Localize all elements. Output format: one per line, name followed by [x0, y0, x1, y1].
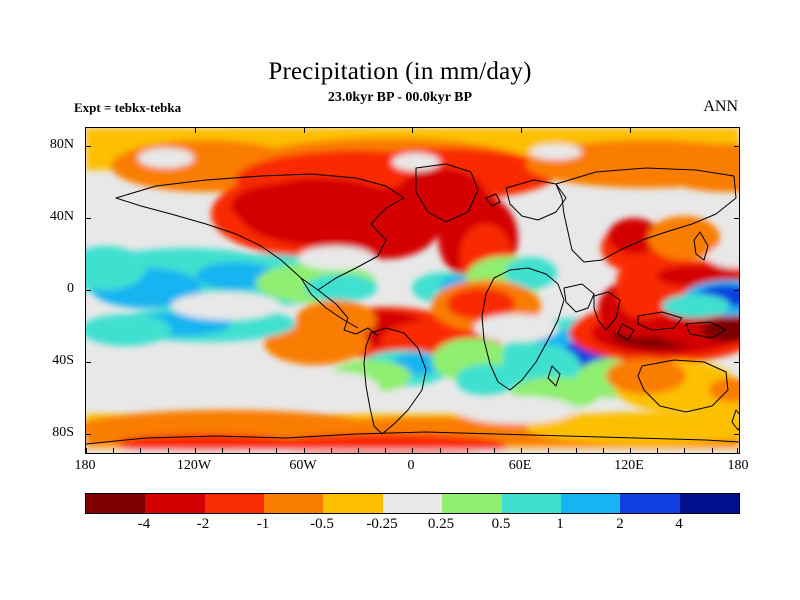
x-tick-top	[630, 128, 631, 133]
colorbar-label-9: 4	[675, 516, 683, 532]
x-axis-label-180w: 180	[74, 458, 96, 473]
x-tick	[440, 448, 441, 453]
colorbar-band-10	[679, 494, 739, 513]
y-axis-label-80n: 80N	[49, 137, 74, 152]
x-tick-top	[195, 128, 196, 133]
x-tick	[684, 448, 685, 453]
experiment-label: Expt = tebkx-tebka	[74, 100, 182, 115]
x-axis-label-120e: 120E	[614, 458, 644, 473]
colorbar-label-6: 0.5	[491, 516, 511, 532]
colorbar-band-3	[264, 494, 324, 513]
colorbar	[85, 493, 740, 514]
x-tick	[576, 448, 577, 453]
figure-subtitle: 23.0kyr BP - 00.0kyr BP	[327, 90, 473, 105]
colorbar-band-2	[204, 494, 265, 513]
x-tick	[603, 448, 604, 453]
x-tick	[412, 448, 413, 453]
x-tick	[195, 448, 196, 453]
x-tick	[331, 448, 332, 453]
figure-title: Precipitation (in mm/day)	[268, 58, 532, 85]
colorbar-label-0: -4	[137, 516, 151, 532]
x-tick	[548, 448, 549, 453]
colorbar-band-5	[382, 494, 443, 513]
colorbar-label-4: -0.25	[366, 516, 398, 532]
y-tick	[86, 146, 91, 147]
y-tick	[86, 434, 91, 435]
x-tick-top	[304, 128, 305, 133]
colorbar-band-7	[501, 494, 561, 513]
x-axis-label-60w: 60W	[289, 458, 317, 473]
x-tick	[521, 448, 522, 453]
x-tick	[467, 448, 468, 453]
y-tick-right	[734, 218, 739, 219]
map-plot-area	[85, 127, 740, 454]
x-tick	[168, 448, 169, 453]
y-axis-label-0: 0	[67, 281, 74, 296]
anomaly-contour-field	[86, 128, 739, 453]
x-tick	[358, 448, 359, 453]
x-tick	[657, 448, 658, 453]
x-tick	[304, 448, 305, 453]
x-axis-label-120w: 120W	[176, 458, 212, 473]
y-axis-label-80s: 80S	[52, 425, 74, 440]
y-tick-right	[734, 290, 739, 291]
x-tick	[86, 448, 87, 453]
y-tick-right	[734, 146, 739, 147]
precipitation-anomaly-map	[86, 128, 739, 453]
y-tick	[86, 218, 91, 219]
x-tick	[385, 448, 386, 453]
x-tick	[630, 448, 631, 453]
x-tick	[249, 448, 250, 453]
colorbar-label-8: 2	[616, 516, 624, 532]
y-axis-label-40n: 40N	[49, 209, 74, 224]
colorbar-label-5: 0.25	[427, 516, 455, 532]
colorbar-label-1: -2	[196, 516, 210, 532]
x-tick	[276, 448, 277, 453]
colorbar-band-0	[86, 494, 146, 513]
x-tick	[737, 448, 738, 453]
x-tick-top	[521, 128, 522, 133]
colorbar-band-9	[620, 494, 680, 513]
y-tick	[86, 362, 91, 363]
x-axis-label-180e: 180	[727, 458, 749, 473]
season-label: ANN	[703, 98, 738, 115]
colorbar-label-3: -0.5	[310, 516, 334, 532]
y-tick	[86, 290, 91, 291]
colorbar-label-2: -1	[256, 516, 270, 532]
y-axis-label-40s: 40S	[52, 353, 74, 368]
x-tick	[222, 448, 223, 453]
x-tick	[113, 448, 114, 453]
x-tick	[494, 448, 495, 453]
y-tick-right	[734, 434, 739, 435]
x-axis-label-60e: 60E	[508, 458, 532, 473]
colorbar-band-1	[145, 494, 205, 513]
x-tick	[140, 448, 141, 453]
x-axis-label-0: 0	[407, 458, 415, 473]
x-tick	[712, 448, 713, 453]
colorbar-band-8	[560, 494, 621, 513]
colorbar-label-7: 1	[556, 516, 564, 532]
y-tick-right	[734, 362, 739, 363]
coastlines	[86, 163, 739, 445]
colorbar-band-6	[442, 494, 502, 513]
x-tick-top	[412, 128, 413, 133]
colorbar-band-4	[323, 494, 383, 513]
